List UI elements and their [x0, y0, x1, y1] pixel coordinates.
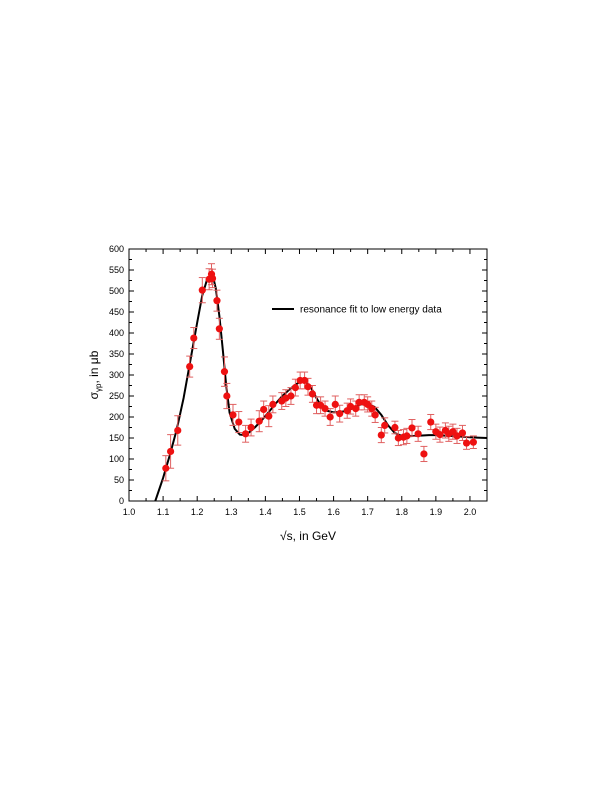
data-point [352, 405, 360, 413]
data-point [213, 297, 221, 305]
y-tick-label: 450 [109, 307, 124, 317]
data-point [326, 413, 334, 421]
y-tick-label: 200 [109, 412, 124, 422]
y-tick-label: 550 [109, 265, 124, 275]
x-tick-label: 1.4 [259, 507, 272, 517]
data-point [247, 423, 255, 432]
y-axis-label-sigma: σ [87, 391, 101, 399]
legend: resonance fit to low energy data [272, 305, 442, 316]
y-tick-label: 300 [109, 370, 124, 380]
data-point [408, 424, 416, 432]
y-axis-label-rest: , in μb [87, 350, 101, 383]
y-tick-label: 100 [109, 454, 124, 464]
data-point [336, 410, 344, 418]
data-point [291, 384, 299, 392]
data-point [462, 439, 471, 447]
y-tick-label: 250 [109, 391, 124, 401]
x-tick-label: 1.8 [396, 507, 409, 517]
data-point [166, 447, 175, 456]
x-tick-label: 2.0 [464, 507, 477, 517]
data-point [162, 464, 170, 472]
y-tick-label: 50 [114, 475, 124, 485]
data-point [436, 431, 444, 439]
data-point [186, 363, 194, 371]
data-point [190, 334, 198, 342]
data-point [331, 400, 339, 408]
plot-frame [128, 248, 488, 502]
x-tick-label: 1.6 [327, 507, 340, 517]
data-points-layer [162, 270, 477, 472]
x-tick-label: 1.7 [361, 507, 374, 517]
data-point [381, 421, 389, 429]
data-point [229, 411, 237, 419]
data-point [391, 423, 399, 432]
x-axis-label-rest: s, in GeV [287, 529, 336, 543]
data-point [371, 411, 379, 419]
data-point [215, 325, 223, 333]
data-point [355, 398, 363, 406]
x-tick-label: 1.3 [225, 507, 238, 517]
data-point [304, 383, 312, 391]
data-point [368, 405, 376, 413]
x-tick-label: 1.1 [157, 507, 170, 517]
data-point [321, 405, 329, 413]
y-tick-label: 500 [109, 286, 124, 296]
data-point [469, 438, 477, 446]
errorbar-layer [162, 263, 477, 482]
data-point [220, 368, 229, 376]
y-tick-label: 400 [109, 328, 124, 338]
y-tick-label: 150 [109, 433, 124, 443]
y-tick-label: 350 [109, 349, 124, 359]
data-point [260, 405, 268, 414]
axis-ticks: 1.0 1.1 1.2 1.3 1.4 1.5 1.6 1.7 1.8 1.9 2.0 0 50 100 1… [109, 244, 487, 517]
x-tick-label: 1.2 [191, 507, 204, 517]
data-point [403, 432, 411, 440]
y-tick-label: 600 [109, 244, 124, 254]
data-point [174, 426, 182, 435]
data-point [265, 412, 273, 420]
x-tick-label: 1.5 [293, 507, 306, 517]
data-point [208, 274, 217, 282]
data-point [235, 418, 243, 426]
y-tick-label: 0 [119, 496, 124, 506]
data-point [308, 390, 317, 398]
data-point [255, 417, 263, 425]
x-tick-label: 1.9 [430, 507, 443, 517]
data-point [300, 376, 309, 385]
x-axis-label: √s, in GeV [280, 529, 336, 543]
data-point [269, 400, 277, 408]
x-tick-label: 1.0 [123, 507, 136, 517]
x-axis-label-root: √ [280, 529, 287, 543]
legend-label: resonance fit to low energy data [300, 305, 442, 316]
data-point [242, 430, 250, 438]
y-axis-label: σγp, in μb [87, 350, 103, 399]
data-point [420, 450, 428, 458]
data-point [414, 430, 422, 438]
data-point [453, 432, 461, 440]
data-point [223, 392, 231, 400]
data-point [377, 431, 385, 439]
data-point [427, 418, 435, 426]
y-axis-label-sub: γp [94, 383, 103, 392]
data-point [198, 286, 206, 294]
data-point [287, 392, 295, 400]
data-point [458, 429, 467, 437]
